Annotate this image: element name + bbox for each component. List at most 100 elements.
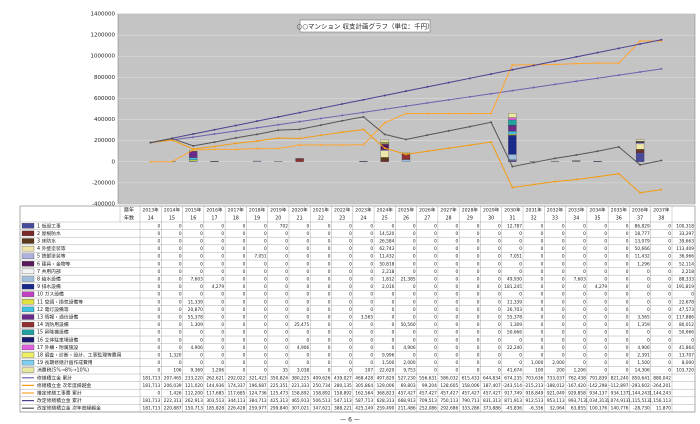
table-cell: 0 [307, 254, 310, 260]
table-cell: 0 [221, 322, 224, 328]
table-cell: 3,038 [297, 368, 310, 374]
line-marker [468, 112, 471, 115]
year-label: 2017年 [228, 207, 245, 214]
line-marker [426, 112, 429, 115]
table-cell: 0 [179, 239, 182, 245]
table-cell: 0 [668, 223, 671, 229]
table-cell: 0 [647, 284, 650, 290]
line-marker [405, 105, 407, 108]
table-cell: 0 [370, 277, 373, 283]
legend-label: 8 給水設備 [37, 276, 61, 283]
y-tick-label: 800000 [94, 75, 115, 81]
line-marker [660, 38, 663, 41]
line-marker [277, 115, 280, 118]
table-cell: 0 [562, 223, 565, 229]
line-marker [341, 119, 344, 122]
year-label: 2014年 [164, 207, 181, 214]
table-cell: 790,713 [462, 398, 480, 404]
table-cell: 0 [285, 322, 288, 328]
table-cell: 0 [498, 231, 501, 237]
line-marker [405, 90, 407, 93]
table-cell: 0 [200, 284, 203, 290]
table-cell: 9,369 [191, 368, 204, 374]
line-marker [426, 102, 429, 105]
table-cell: 9,996 [382, 353, 395, 359]
table-cell: 425,149 [355, 406, 373, 412]
table-cell: 280,135 [334, 383, 352, 389]
table-cell: 121,020 [185, 383, 203, 389]
table-cell: 0 [583, 337, 586, 343]
bar-segment [380, 149, 389, 151]
table-cell: 13,079 [635, 239, 650, 245]
legend-label: 16 立体駐車場設備 [37, 336, 78, 343]
table-cell: 4,906 [403, 345, 416, 351]
table-cell: 0 [562, 284, 565, 290]
table-cell: -167,420 [567, 383, 587, 389]
table-cell: 0 [498, 261, 501, 267]
table-cell: 0 [370, 246, 373, 252]
table-cell: 0 [264, 330, 267, 336]
table-cell: 0 [434, 284, 437, 290]
table-cell: 0 [370, 330, 373, 336]
table-cell: 0 [668, 231, 671, 237]
table-cell: 0 [498, 353, 501, 359]
table-cell: 2,218 [382, 269, 395, 275]
table-cell: 0 [668, 360, 671, 366]
table-cell: 934,137 [611, 391, 629, 397]
line-marker [298, 128, 301, 131]
table-cell: 0 [413, 330, 416, 336]
table-cell: 0 [519, 292, 522, 298]
table-cell: 0 [392, 337, 395, 343]
line-marker [532, 161, 535, 164]
table-cell: 4,906 [191, 345, 204, 351]
table-cell: 439,027 [334, 375, 352, 381]
table-cell: 0 [328, 223, 331, 229]
table-cell: 0 [434, 353, 437, 359]
line-marker [511, 89, 514, 92]
bar-segment [508, 135, 517, 155]
table-cell: 303,513 [206, 398, 224, 404]
line-marker [149, 141, 152, 144]
table-cell: 0 [455, 315, 458, 321]
table-cell: 0 [370, 337, 373, 343]
table-cell: 0 [519, 360, 522, 366]
table-cell: 0 [264, 284, 267, 290]
table-cell: 0 [434, 223, 437, 229]
table-cell: 0 [307, 299, 310, 305]
table-cell: 0 [264, 299, 267, 305]
table-cell: 0 [307, 330, 310, 336]
line-marker [341, 144, 344, 147]
table-cell: 158,892 [313, 391, 331, 397]
total-cell: 80,012 [679, 322, 694, 328]
line-marker [532, 64, 535, 67]
table-cell: 0 [541, 261, 544, 267]
table-cell: 0 [392, 315, 395, 321]
table-cell: 0 [370, 239, 373, 245]
total-cell: 191,819 [676, 284, 694, 290]
table-cell: 547,113 [334, 398, 352, 404]
age-label: 32 [531, 216, 537, 222]
table-cell: 0 [498, 277, 501, 283]
legend-label: 10 ガス設備 [37, 291, 64, 298]
table-cell: 993,713 [568, 398, 586, 404]
table-cell: 50,818 [379, 261, 394, 267]
table-cell: 221,333 [291, 383, 309, 389]
table-cell: 0 [668, 261, 671, 267]
table-cell: 1,074,913 [607, 398, 629, 404]
total-cell: 103,720 [676, 368, 694, 374]
table-cell: 0 [264, 239, 267, 245]
bar-segment [635, 143, 645, 150]
table-cell: 0 [328, 307, 331, 313]
line-marker [362, 128, 365, 131]
table-cell: 709,513 [419, 398, 437, 404]
table-cell: 0 [221, 292, 224, 298]
table-cell: 0 [243, 315, 246, 321]
table-cell: 0 [604, 239, 607, 245]
age-label: 33 [552, 216, 558, 222]
legend-swatch [21, 299, 35, 305]
line-marker [490, 121, 493, 124]
table-cell: 0 [668, 284, 671, 290]
line-marker [447, 112, 450, 115]
table-cell: 0 [264, 337, 267, 343]
table-cell: 0 [221, 231, 224, 237]
